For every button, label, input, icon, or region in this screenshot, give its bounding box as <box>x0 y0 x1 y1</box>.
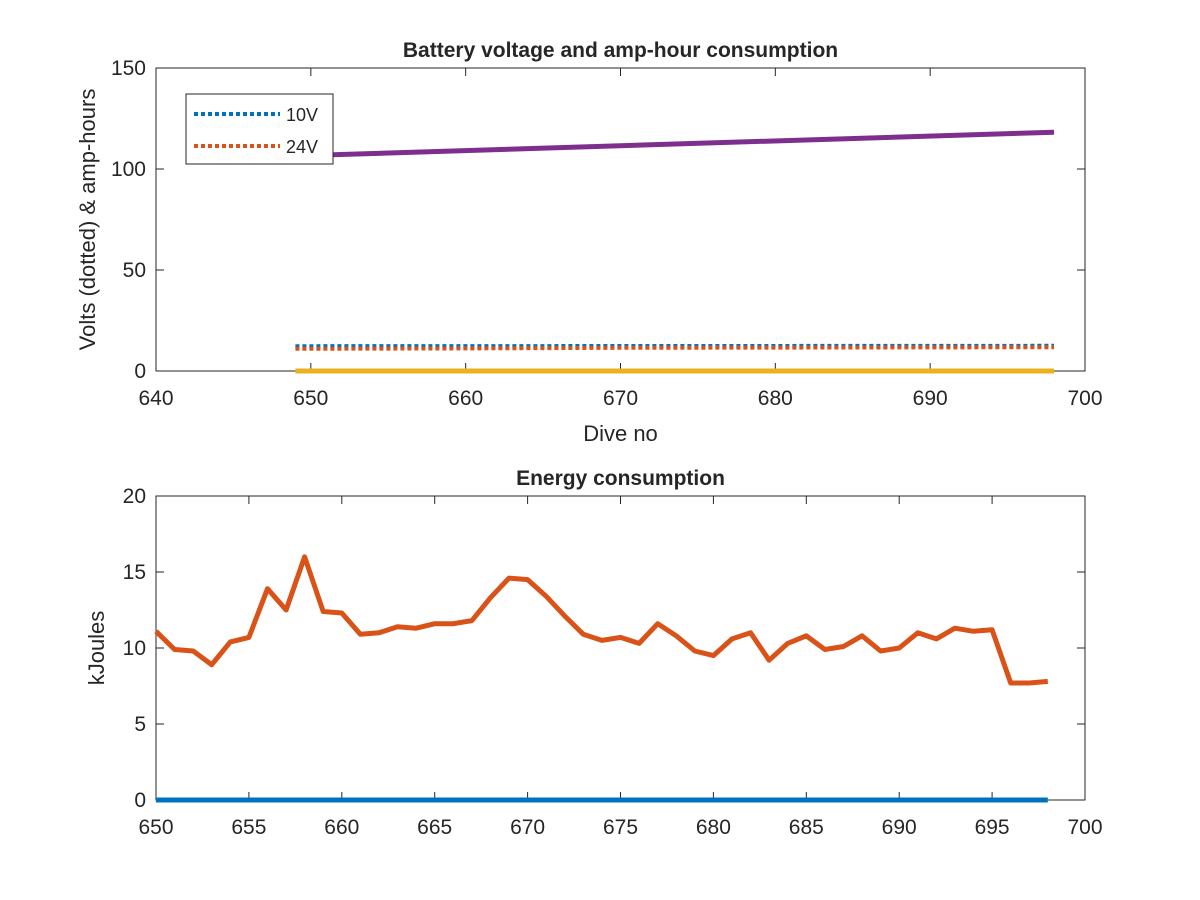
legend-label: 10V <box>286 105 318 125</box>
x-tick-label: 660 <box>448 387 483 410</box>
axes-box <box>155 495 1086 801</box>
y-tick-label: 15 <box>123 561 146 584</box>
x-tick-label: 690 <box>882 816 917 839</box>
x-tick-label: 640 <box>138 387 173 410</box>
chart-title: Energy consumption <box>516 467 725 490</box>
y-tick-label: 0 <box>134 360 146 383</box>
energy-consumption-axes: 650 655 660 665 670 675 680 685 690 695 700 0 5 10 15 2… <box>84 467 1103 839</box>
x-tick-label: 680 <box>696 816 731 839</box>
series-line-24v <box>295 345 1055 351</box>
legend-label: 24V <box>286 137 318 157</box>
series-line <box>154 554 1049 686</box>
y-tick-label: 20 <box>123 485 146 508</box>
y-tick-label: 5 <box>134 713 146 736</box>
y-tick-label: 10 <box>123 637 146 660</box>
voltage-amphour-axes: 640 650 660 670 680 690 700 0 50 100 150 Battery vo… <box>75 39 1103 446</box>
y-tick-label: 0 <box>134 789 146 812</box>
x-tick-label: 650 <box>138 816 173 839</box>
x-tick-label: 700 <box>1067 816 1102 839</box>
x-tick-label: 685 <box>789 816 824 839</box>
y-axis-label: kJoules <box>84 611 109 686</box>
x-tick-label: 670 <box>603 387 638 410</box>
series-line <box>295 129 1055 159</box>
x-tick-label: 670 <box>510 816 545 839</box>
x-tick-label: 655 <box>231 816 266 839</box>
x-tick-label: 675 <box>603 816 638 839</box>
x-tick-label: 665 <box>417 816 452 839</box>
x-tick-label: 680 <box>758 387 793 410</box>
y-tick-label: 100 <box>111 158 146 181</box>
chart-title: Battery voltage and amp-hour consumption <box>403 39 838 62</box>
x-axis-label: Dive no <box>583 421 658 446</box>
x-tick-label: 690 <box>913 387 948 410</box>
x-tick-label: 700 <box>1067 387 1102 410</box>
y-tick-label: 50 <box>123 259 146 282</box>
x-tick-label: 695 <box>975 816 1010 839</box>
y-axis-label: Volts (dotted) & amp-hours <box>75 89 100 351</box>
y-tick-label: 150 <box>111 57 146 80</box>
legend-box <box>185 93 334 165</box>
x-tick-label: 650 <box>293 387 328 410</box>
x-tick-label: 660 <box>324 816 359 839</box>
